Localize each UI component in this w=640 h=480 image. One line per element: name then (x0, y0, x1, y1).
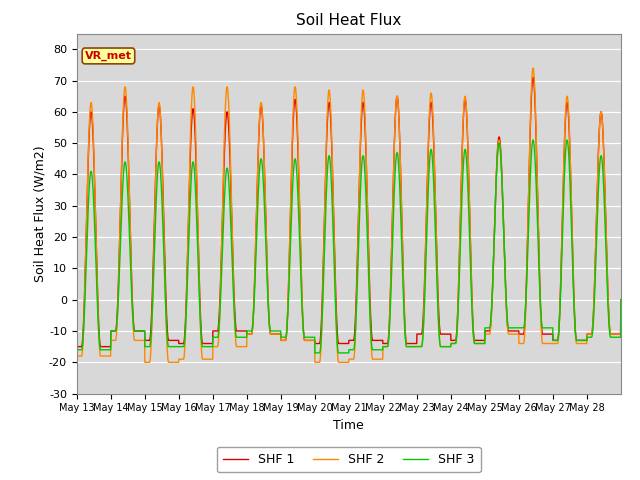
SHF 3 (184, 255, 192, 261)
SHF 3 (73, 347, 81, 353)
SHF 1 (529, 74, 537, 80)
SHF 2 (611, 331, 619, 337)
SHF 2 (419, 337, 426, 343)
SHF 1 (184, 228, 192, 234)
SHF 1 (419, 327, 426, 333)
SHF 2 (141, 360, 148, 365)
SHF 1 (617, 297, 625, 302)
SHF 3 (467, 264, 474, 269)
SHF 1 (534, 202, 541, 207)
SHF 3 (419, 339, 426, 345)
SHF 2 (73, 353, 81, 359)
SHF 2 (534, 209, 542, 215)
SHF 1 (611, 331, 619, 337)
SHF 2 (529, 65, 537, 71)
SHF 3 (311, 350, 319, 356)
SHF 1 (501, 267, 509, 273)
SHF 3 (563, 137, 571, 143)
SHF 3 (534, 230, 541, 236)
Title: Soil Heat Flux: Soil Heat Flux (296, 13, 401, 28)
Y-axis label: Soil Heat Flux (W/m2): Soil Heat Flux (W/m2) (33, 145, 46, 282)
Line: SHF 3: SHF 3 (77, 140, 621, 353)
X-axis label: Time: Time (333, 419, 364, 432)
SHF 3 (501, 272, 509, 277)
SHF 2 (467, 242, 474, 248)
SHF 1 (467, 235, 474, 241)
SHF 2 (184, 218, 192, 224)
Line: SHF 1: SHF 1 (77, 77, 621, 347)
Line: SHF 2: SHF 2 (77, 68, 621, 362)
SHF 1 (73, 344, 81, 349)
SHF 3 (611, 335, 619, 340)
SHF 3 (617, 297, 625, 302)
Legend: SHF 1, SHF 2, SHF 3: SHF 1, SHF 2, SHF 3 (217, 447, 481, 472)
SHF 2 (501, 275, 509, 281)
SHF 2 (617, 297, 625, 302)
Text: VR_met: VR_met (85, 51, 132, 61)
